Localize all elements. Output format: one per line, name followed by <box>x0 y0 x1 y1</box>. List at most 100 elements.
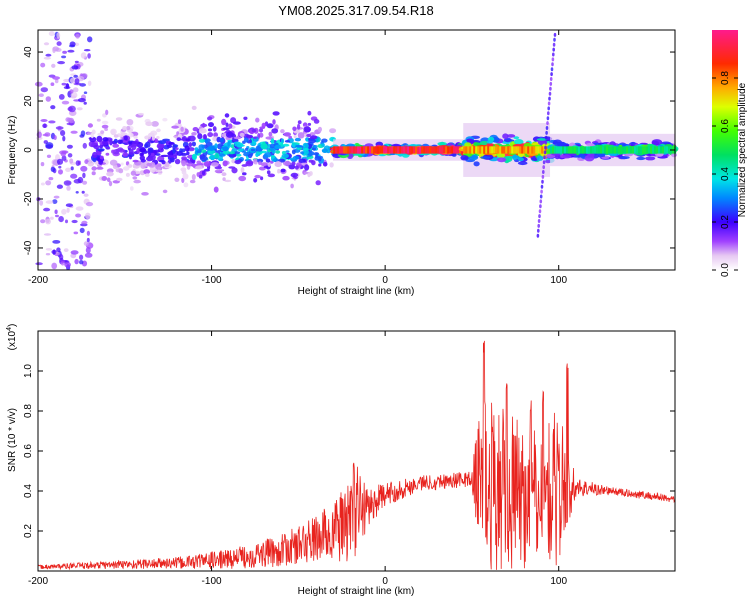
spectrogram-cell <box>145 173 150 178</box>
colorbar-tick-label: 0.0 <box>720 263 731 277</box>
spectrogram-cell <box>138 112 145 116</box>
spectrogram-band <box>455 146 458 154</box>
spectrogram-cell <box>75 213 82 218</box>
spectrogram-band <box>493 146 496 154</box>
spectrogram-cell <box>113 134 119 138</box>
snr-ticks: -200 -100 0 100 0.2 0.4 0.6 0.8 1.0 <box>23 331 675 587</box>
spectrogram-cell <box>38 93 44 97</box>
spectrogram-cell <box>83 91 88 94</box>
spectrogram-cell <box>65 83 70 89</box>
spectrogram-band <box>574 146 577 154</box>
spectrogram-cell <box>222 177 226 182</box>
spectrogram-cell <box>110 129 115 136</box>
spectrogram-band <box>588 146 591 154</box>
spectrogram-cell <box>48 177 54 181</box>
spectrogram-cell <box>302 122 308 128</box>
spectrogram-band <box>375 146 378 154</box>
spectrogram-cell <box>160 154 169 158</box>
spectrogram-cell <box>50 82 55 86</box>
spectrogram-cell <box>256 158 264 163</box>
spectrogram-streak <box>539 194 543 199</box>
snr-xtick-label: 100 <box>550 576 567 587</box>
spectrogram-band <box>525 146 528 154</box>
spectrogram-band <box>499 146 502 154</box>
spectrogram-band <box>447 146 450 154</box>
spectrogram-ylabel: Frequency (Hz) <box>7 116 18 185</box>
spectrogram-cell <box>96 166 104 170</box>
spectrogram-cell <box>81 220 88 225</box>
spectrogram-band <box>371 146 374 154</box>
spectrogram-cell <box>177 119 182 124</box>
snr-multiplier-text: (x104) <box>6 324 18 351</box>
spectrogram-cell <box>630 141 636 145</box>
spectrogram-cell <box>40 87 48 93</box>
spectrogram-cell <box>43 123 47 128</box>
spectrogram-ytick-label: 40 <box>23 46 34 58</box>
spectrogram-band <box>347 146 350 154</box>
spectrogram-cell <box>75 160 81 167</box>
spectrogram-band <box>333 146 336 154</box>
spectrogram-cell <box>313 119 320 124</box>
spectrogram-cell <box>245 134 254 139</box>
spectrogram-cell <box>213 132 219 138</box>
spectrogram-cell <box>184 145 190 152</box>
spectrogram-band <box>409 146 412 154</box>
spectrogram-cell <box>101 176 108 181</box>
spectrogram-cell <box>51 63 56 68</box>
spectrogram-streak <box>553 32 557 37</box>
spectrogram-cell <box>202 122 206 128</box>
spectrogram-streak <box>545 130 548 135</box>
spectrogram-cell <box>50 166 56 172</box>
spectrogram-cell <box>532 136 541 142</box>
spectrogram-band <box>552 146 555 154</box>
spectrogram-cell <box>314 156 321 161</box>
spectrogram-cell <box>230 144 235 149</box>
spectrogram-cell <box>65 219 68 224</box>
spectrogram-cell <box>284 140 291 143</box>
spectrogram-band <box>505 146 508 154</box>
spectrogram-cell <box>52 199 58 205</box>
spectrogram-band <box>339 146 342 154</box>
spectrogram-cell <box>176 151 184 156</box>
spectrogram-streak <box>538 209 542 214</box>
spectrogram-cell <box>34 81 43 87</box>
spectrogram-cell <box>636 156 646 161</box>
spectrogram-cell <box>139 155 145 161</box>
spectrogram-band <box>644 146 647 154</box>
spectrogram-cell <box>204 139 208 144</box>
spectrogram-band <box>435 146 438 154</box>
spectrogram-band <box>606 146 609 154</box>
spectrogram-cell <box>304 147 309 151</box>
spectrogram-band <box>521 146 524 154</box>
spectrogram-band <box>497 146 500 154</box>
spectrogram-streak <box>536 233 540 238</box>
spectrogram-streak <box>552 42 556 47</box>
spectrogram-cell <box>213 186 219 193</box>
spectrogram-band <box>343 146 346 154</box>
spectrogram-cell <box>288 164 296 170</box>
spectrogram-cell <box>212 126 217 132</box>
spectrogram-band <box>545 146 548 154</box>
spectrogram-cell <box>58 216 64 223</box>
spectrogram-band <box>451 146 454 154</box>
spectrogram-cell <box>183 182 189 188</box>
spectrogram-cell <box>198 144 205 151</box>
spectrogram-cell <box>133 179 141 184</box>
spectrogram-cell <box>58 169 63 175</box>
spectrogram-cell <box>303 149 309 155</box>
spectrogram-band <box>383 146 386 154</box>
spectrogram-cell <box>52 47 56 54</box>
spectrogram-cell <box>60 260 65 263</box>
spectrogram-cell <box>295 144 303 148</box>
spectrogram-cell <box>74 78 80 85</box>
spectrogram-cell <box>61 208 67 215</box>
spectrogram-cell <box>517 161 528 166</box>
spectrogram-band <box>666 146 669 154</box>
spectrogram-cell <box>460 155 469 161</box>
spectrogram-streak <box>540 189 543 194</box>
spectrogram-cell <box>294 137 301 142</box>
spectrogram-cell <box>216 136 222 143</box>
spectrogram-band <box>363 146 366 154</box>
spectrogram-cell <box>87 160 94 167</box>
